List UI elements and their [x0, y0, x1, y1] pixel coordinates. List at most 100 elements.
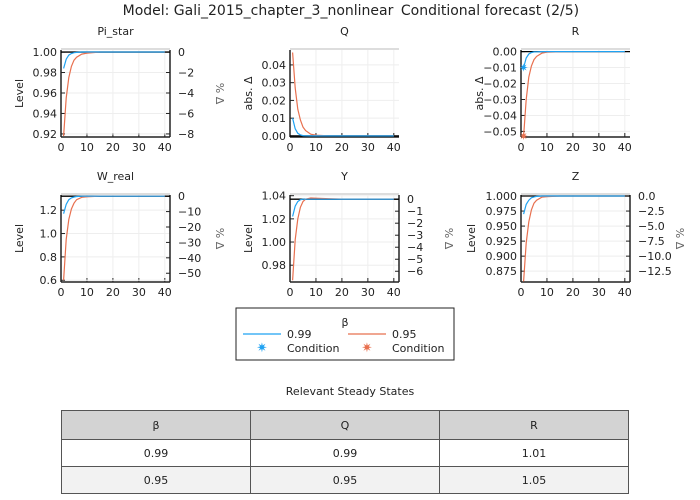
- x-tick-label: 40: [158, 286, 172, 299]
- y-tick-label: 0.01: [262, 112, 287, 125]
- y-tick-label: −0.02: [483, 78, 517, 91]
- table-header-row: β Q R: [61, 410, 629, 440]
- y-tick-label: 1.04: [262, 190, 287, 203]
- table-cell: 1.05: [439, 466, 629, 494]
- table-header: Q: [250, 410, 440, 440]
- legend-label-0.99: 0.99: [287, 328, 312, 341]
- y-tick-label: 0.8: [40, 251, 58, 264]
- top-band: [61, 193, 170, 195]
- y-tick-label: 1.000: [486, 190, 518, 203]
- y-tick-label: 1.02: [262, 213, 287, 226]
- x-tick-label: 0: [58, 286, 65, 299]
- y-tick-label: 0.96: [33, 87, 58, 100]
- x-tick-label: 10: [80, 141, 94, 154]
- y-axis-label: abs. Δ: [473, 76, 486, 110]
- y-tick-label: 0.94: [33, 107, 58, 120]
- x-tick-label: 20: [106, 286, 120, 299]
- y-tick-label: 0.98: [262, 259, 287, 272]
- right-tick-label: −20: [178, 221, 201, 234]
- right-axis-label: % Δ: [673, 228, 686, 250]
- right-tick-label: −40: [178, 252, 201, 265]
- legend-marker-label-0.95: Condition: [392, 342, 445, 355]
- right-tick-label: −2: [407, 217, 423, 230]
- panel-w_real: W_real 0 10 20 30 40 1.2 1.0 0.8 0.6 Level 0 −10 −20 −…: [13, 170, 226, 299]
- x-tick-label: 20: [566, 141, 580, 154]
- top-band: [290, 48, 399, 50]
- right-tick-label: 0: [407, 193, 414, 206]
- panel-z: Z 0 10 20 30 40 1.000 0.975 0.950 0.925 0.900 0.875…: [465, 170, 686, 299]
- x-tick-label: 40: [387, 141, 401, 154]
- y-tick-label: 0.975: [486, 205, 518, 218]
- right-tick-label: −7.5: [638, 235, 665, 248]
- table-cell: 0.95: [250, 466, 440, 494]
- series-line-0.95: [523, 195, 625, 282]
- series-line-0.95: [523, 50, 625, 137]
- table-cell: 0.99: [250, 439, 440, 467]
- right-tick-label: −3: [407, 229, 423, 242]
- y-tick-label: 0.6: [40, 274, 58, 287]
- panel-title: Pi_star: [97, 25, 134, 38]
- series-line-0.99: [292, 198, 394, 217]
- legend-title: β: [341, 316, 348, 329]
- right-tick-label: −5.0: [638, 220, 665, 233]
- right-tick-label: −6: [178, 107, 194, 120]
- series-line-0.95: [63, 195, 165, 281]
- y-tick-label: 0.04: [262, 59, 287, 72]
- x-tick-label: 10: [309, 141, 323, 154]
- x-tick-label: 0: [518, 286, 525, 299]
- table-cell: 0.99: [61, 439, 251, 467]
- panel-title: R: [572, 25, 580, 38]
- right-tick-label: −6: [407, 265, 423, 278]
- legend: β 0.99 ✷ Condition 0.95 ✷ Condition: [235, 307, 455, 361]
- legend-marker-label-0.99: Condition: [287, 342, 340, 355]
- y-tick-label: 0.950: [486, 220, 518, 233]
- y-tick-label: 1.0: [40, 228, 58, 241]
- y-tick-label: −0.03: [483, 93, 517, 106]
- x-tick-label: 30: [592, 141, 606, 154]
- x-tick-label: 30: [132, 141, 146, 154]
- y-tick-label: 1.00: [33, 46, 58, 59]
- x-tick-label: 10: [309, 286, 323, 299]
- y-tick-label: −0.05: [483, 125, 517, 138]
- y-tick-label: 0.98: [33, 67, 58, 80]
- x-tick-label: 10: [540, 286, 554, 299]
- y-tick-label: 0.00: [262, 130, 287, 143]
- y-tick-label: 0.00: [493, 46, 518, 59]
- x-tick-label: 20: [566, 286, 580, 299]
- legend-marker-star-icon: ✷: [362, 341, 373, 356]
- series-line-0.99: [292, 118, 394, 137]
- top-band: [61, 48, 170, 50]
- x-tick-label: 40: [387, 286, 401, 299]
- y-axis-label: Level: [465, 224, 478, 253]
- x-tick-label: 30: [361, 286, 375, 299]
- x-tick-label: 10: [540, 141, 554, 154]
- series-line-0.95: [63, 51, 165, 137]
- right-tick-label: 0.0: [638, 190, 656, 203]
- right-axis-label: % Δ: [442, 228, 455, 250]
- top-band: [290, 193, 399, 195]
- right-tick-label: −10: [178, 206, 201, 219]
- right-tick-label: 0: [178, 190, 185, 203]
- y-tick-label: 0.900: [486, 250, 518, 263]
- condition-marker-star-icon: ✷: [519, 62, 528, 75]
- panel-title: Q: [340, 25, 349, 38]
- right-tick-label: 0: [178, 46, 185, 59]
- x-tick-label: 40: [158, 141, 172, 154]
- right-tick-label: −4: [178, 87, 194, 100]
- y-tick-label: −0.04: [483, 109, 517, 122]
- panel-y: Y0 10 20 30 401.041.021.000.98Level0−1−2−3−4…: [242, 170, 455, 299]
- top-band: [521, 193, 630, 195]
- legend-label-0.95: 0.95: [392, 328, 417, 341]
- x-tick-label: 40: [618, 286, 632, 299]
- panel-r: R 0 10 20 30 40 0.00 −0.01 −0.02 −0.03 −0.04 −0.05 a…: [473, 25, 632, 154]
- x-tick-label: 20: [335, 286, 349, 299]
- table-row: 0.99 0.99 1.01: [61, 439, 629, 467]
- x-tick-label: 40: [618, 141, 632, 154]
- x-tick-label: 30: [361, 141, 375, 154]
- y-tick-label: 1.2: [40, 204, 58, 217]
- x-tick-label: 10: [80, 286, 94, 299]
- table-cell: 0.95: [61, 466, 251, 494]
- right-tick-label: −4: [407, 241, 423, 254]
